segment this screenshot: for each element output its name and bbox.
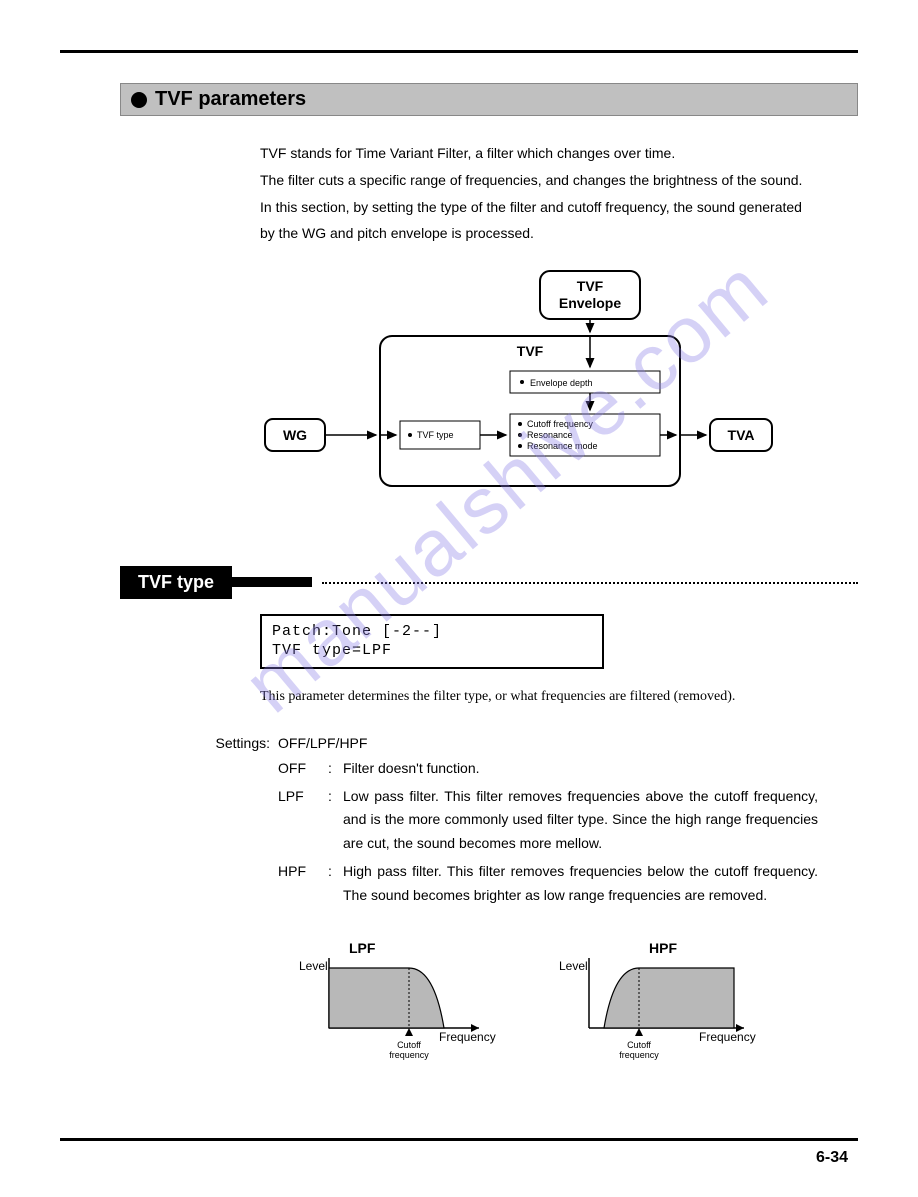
param-cutoff: Cutoff frequency [527, 419, 593, 429]
hpf-cutoff-2: frequency [619, 1050, 659, 1060]
tvf-env-label-1: TVF [577, 278, 604, 294]
subsection-fill [232, 577, 312, 587]
top-rule [60, 50, 858, 53]
filter-graphs: LPF Level Frequency Cutoff frequency HPF… [200, 938, 858, 1078]
tva-label: TVA [728, 427, 755, 443]
dotted-line [322, 581, 858, 584]
env-depth-label: Envelope depth [530, 378, 593, 388]
lpf-cutoff-1: Cutoff [397, 1040, 421, 1050]
opt-desc-lpf: Low pass filter. This filter removes fre… [343, 785, 818, 856]
lpf-cutoff-2: frequency [389, 1050, 429, 1060]
lcd-display: Patch:Tone [-2--] TVF type=LPF [260, 614, 604, 669]
lpf-ylabel: Level [299, 959, 328, 973]
option-row: LPF : Low pass filter. This filter remov… [278, 785, 818, 856]
lcd-line2: TVF type=LPF [272, 641, 592, 661]
intro-p3: In this section, by setting the type of … [260, 195, 818, 245]
page-number: 6-34 [60, 1149, 858, 1167]
bullet-icon [131, 92, 147, 108]
tvf-box-label: TVF [517, 343, 544, 359]
opt-name-hpf: HPF [278, 860, 328, 908]
lpf-title: LPF [349, 940, 376, 956]
lpf-graph: LPF Level Frequency Cutoff frequency [299, 938, 499, 1078]
signal-flow-diagram: TVF Envelope TVF Envelope depth TVF type… [260, 266, 780, 506]
hpf-graph: HPF Level Frequency Cutoff frequency [559, 938, 759, 1078]
hpf-xlabel: Frequency [699, 1030, 756, 1044]
settings-label: Settings: [200, 735, 278, 751]
opt-desc-hpf: High pass filter. This filter removes fr… [343, 860, 818, 908]
opt-name-off: OFF [278, 757, 328, 781]
option-row: OFF : Filter doesn't function. [278, 757, 818, 781]
hpf-cutoff-1: Cutoff [627, 1040, 651, 1050]
option-row: HPF : High pass filter. This filter remo… [278, 860, 818, 908]
bottom-rule [60, 1138, 858, 1141]
tvf-type-box-label: TVF type [417, 430, 454, 440]
wg-label: WG [283, 427, 307, 443]
opt-name-lpf: LPF [278, 785, 328, 856]
subsection-title: TVF type [120, 566, 232, 599]
param-resonance: Resonance [527, 430, 573, 440]
lcd-line1: Patch:Tone [-2--] [272, 622, 592, 642]
settings-block: Settings: OFF/LPF/HPF OFF : Filter doesn… [200, 735, 818, 908]
param-description: This parameter determines the filter typ… [260, 689, 818, 705]
lpf-xlabel: Frequency [439, 1030, 496, 1044]
intro-p1: TVF stands for Time Variant Filter, a fi… [260, 141, 818, 166]
hpf-title: HPF [649, 940, 677, 956]
intro-text: TVF stands for Time Variant Filter, a fi… [260, 141, 818, 246]
section-header: TVF parameters [120, 83, 858, 116]
intro-p2: The filter cuts a specific range of freq… [260, 168, 818, 193]
tvf-env-label-2: Envelope [559, 295, 621, 311]
section-title: TVF parameters [155, 88, 306, 111]
opt-desc-off: Filter doesn't function. [343, 757, 818, 781]
settings-values: OFF/LPF/HPF [278, 735, 818, 751]
hpf-ylabel: Level [559, 959, 588, 973]
param-resmode: Resonance mode [527, 441, 598, 451]
subsection-bar: TVF type [60, 566, 858, 599]
